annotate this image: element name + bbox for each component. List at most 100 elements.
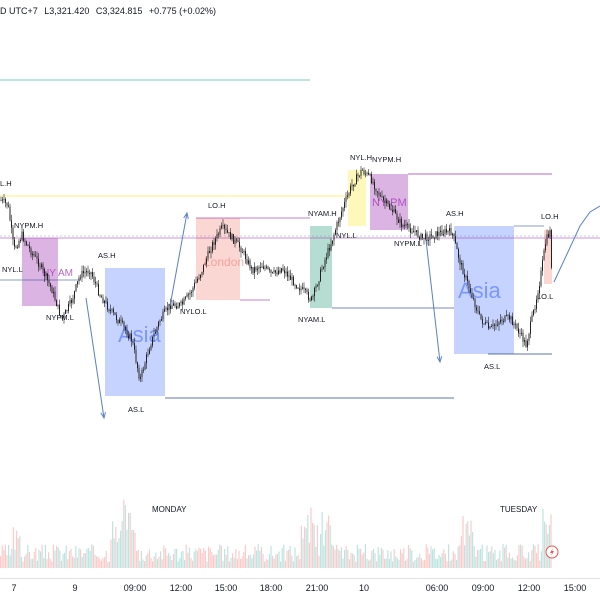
volume-bar [246,558,248,568]
low-value: L3,321.420 [44,6,90,16]
volume-bar [400,549,402,568]
candle-body [353,184,354,187]
volume-bar [51,561,53,568]
volume-bar [398,559,400,568]
candle-body [215,238,216,245]
candle-body [182,301,183,305]
volume-bar [128,512,130,568]
volume-bar [219,544,221,568]
volume-bar [38,549,40,568]
lightning-icon[interactable] [545,545,559,559]
candle-body [513,323,515,326]
candle-body [279,270,281,273]
volume-bar [62,554,64,568]
candle-body [332,240,333,245]
volume-bar [105,550,107,568]
volume-bar [139,560,141,568]
candle-body [320,269,321,282]
candle-body [351,184,353,187]
volume-bar [352,553,354,568]
candle-body [498,322,500,326]
volume-bar [406,558,408,568]
candle-body [308,291,309,300]
candle-body [263,266,264,269]
candle-body [122,320,123,322]
candle-body [56,300,57,307]
candle-body [468,281,470,289]
level-label-l8: NYLO.L [180,307,207,316]
volume-bar [193,551,195,568]
candle-body [266,266,267,268]
volume-bar [248,555,250,568]
volume-bar [475,556,477,568]
volume-bar [136,551,138,568]
volume-bar [256,550,258,568]
volume-bar [518,545,520,568]
volume-bar [467,521,469,568]
volume-bar [57,547,59,568]
tuesday-label: TUESDAY [500,505,538,514]
candle-body [438,232,440,236]
candle-body [458,249,459,258]
time-axis[interactable]: 7 9 09:00 12:00 15:00 18:00 21:00 10 06:00 09:00 1… [0,578,600,601]
candle-body [350,186,351,194]
ohlc-header: D UTC+7 L3,321.420 C3,324.815 +0.775 (+0… [0,6,220,16]
candle-body [441,230,443,236]
candle-body [348,193,350,196]
candle-body [410,228,411,233]
volume-bar [211,551,213,568]
volume-bar [168,552,170,568]
volume-bar [412,561,414,568]
volume-bar [224,548,226,568]
candle-body [443,233,444,236]
volume-bar [235,549,237,568]
candle-body [197,278,198,282]
candle-body [507,315,509,316]
volume-bar [539,560,541,568]
candle-body [335,230,336,235]
candle-body [15,246,17,248]
candle-body [444,229,446,234]
candle-body [147,354,149,355]
candle-body [510,316,512,320]
volume-bar [220,545,222,568]
candle-body [225,228,227,230]
candle-body [317,285,318,287]
candle-body [309,299,311,301]
candle-body [2,199,3,201]
volume-bar [318,555,320,568]
candle-body [357,174,359,176]
candle-body [291,276,293,280]
candle-body [344,202,345,209]
volume-bar [150,557,152,568]
candle-body [401,218,402,227]
volume-bar [312,522,314,568]
volume-bar [123,499,125,568]
candle-body [218,233,219,235]
volume-bar [297,554,299,568]
candle-body [261,266,263,268]
volume-bar [3,550,5,568]
candle-body [48,280,50,284]
volume-bar [142,559,144,568]
candle-body [515,323,516,325]
volume-bar [361,554,363,568]
candle-body [519,333,521,334]
volume-bar [392,561,394,568]
candle-body [242,252,243,254]
candle-body [485,322,486,324]
volume-bar [25,553,27,568]
volume-bar [484,561,486,568]
candle-body [465,275,467,278]
volume-bar [427,547,429,568]
volume-bar [88,548,90,568]
level-label-l1: L.H [0,179,12,188]
volume-bar [280,561,282,568]
volume-bar [480,548,482,568]
candle-body [269,268,270,270]
volume-bar [267,559,269,568]
volume-bar [337,549,339,568]
candle-body [119,319,120,324]
